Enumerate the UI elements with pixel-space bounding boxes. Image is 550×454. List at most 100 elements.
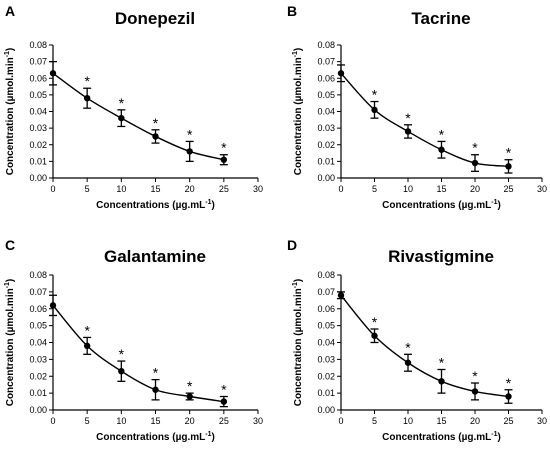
x-tick-label: 15 (150, 416, 160, 426)
significance-marker: * (405, 339, 411, 355)
y-tick-label: 0.07 (29, 287, 47, 297)
y-tick-label: 0.00 (29, 173, 47, 183)
y-tick-label: 0.06 (317, 73, 335, 83)
x-tick-label: 0 (338, 416, 343, 426)
significance-marker: * (472, 140, 478, 156)
significance-marker: * (187, 126, 193, 142)
significance-marker: * (439, 126, 445, 142)
x-tick-label: 30 (253, 184, 263, 194)
x-tick-label: 15 (436, 416, 446, 426)
x-tick-label: 0 (338, 184, 343, 194)
data-point (471, 159, 479, 167)
significance-marker: * (472, 368, 478, 384)
significance-marker: * (372, 314, 378, 330)
data-point (220, 398, 228, 405)
x-tick-label: 5 (372, 184, 377, 194)
x-tick-label: 0 (50, 184, 55, 194)
x-tick-label: 25 (219, 184, 229, 194)
significance-marker: * (187, 378, 193, 394)
panel-title: Donepezil (115, 9, 195, 28)
chart-panel-d: D Rivastigmine 0.00 0.01 0.02 0.03 0.04 0.05 0.0… (287, 237, 547, 443)
x-tick-label: 5 (85, 184, 90, 194)
chart-panel-a: A Donepezil 0.00 0.01 0.02 0.03 0.04 0.05 0.06 0.… (4, 3, 263, 211)
data-point (118, 114, 125, 122)
y-tick-label: 0.02 (317, 371, 335, 381)
y-tick-label: 0.08 (317, 40, 335, 50)
y-axis-label: Concentration (µmol.min-1) (292, 279, 304, 407)
x-tick-label: 10 (403, 416, 413, 426)
data-point (83, 342, 91, 350)
significance-marker: * (153, 115, 159, 131)
data-point (404, 128, 412, 135)
x-tick-label: 20 (185, 184, 195, 194)
panel-title: Galantamine (104, 247, 206, 266)
data-point (152, 386, 159, 393)
y-tick-label: 0.02 (29, 371, 47, 381)
series-line (52, 304, 224, 403)
y-tick-label: 0.01 (29, 156, 47, 166)
x-tick-label: 20 (185, 416, 195, 426)
y-tick-label: 0.06 (29, 73, 47, 83)
significance-marker: * (153, 365, 159, 381)
x-axis-label: Concentrations (µg.mL-1) (382, 199, 501, 211)
data-point (186, 148, 193, 155)
x-tick-label: 5 (85, 416, 90, 426)
y-tick-label: 0.05 (29, 321, 47, 331)
data-point (505, 393, 512, 400)
x-tick-label: 5 (372, 416, 377, 426)
y-tick-label: 0.08 (317, 270, 335, 280)
significance-marker: * (119, 346, 125, 362)
y-tick-label: 0.03 (29, 354, 47, 364)
y-tick-label: 0.00 (317, 405, 335, 415)
x-tick-label: 10 (116, 184, 126, 194)
y-tick-label: 0.06 (29, 304, 47, 314)
y-tick-label: 0.07 (317, 287, 335, 297)
y-tick-label: 0.07 (29, 57, 47, 67)
significance-marker: * (221, 382, 227, 398)
significance-marker: * (405, 110, 411, 126)
x-axis-label: Concentrations (µg.mL-1) (96, 199, 215, 211)
y-tick-label: 0.01 (317, 156, 335, 166)
data-point (505, 163, 512, 170)
panel-letter: D (287, 237, 297, 253)
panel-letter: A (5, 3, 15, 19)
x-tick-label: 25 (219, 416, 229, 426)
significance-marker: * (84, 73, 90, 89)
y-tick-label: 0.01 (317, 388, 335, 398)
data-point (371, 106, 378, 114)
x-axis-label: Concentrations (µg.mL-1) (96, 431, 215, 443)
panel-letter: C (5, 237, 15, 253)
y-tick-label: 0.03 (29, 123, 47, 133)
data-point (471, 388, 479, 395)
x-tick-label: 0 (50, 416, 55, 426)
data-point (220, 156, 228, 163)
data-point (337, 292, 345, 299)
y-tick-label: 0.00 (317, 173, 335, 183)
y-tick-label: 0.03 (317, 123, 335, 133)
y-tick-label: 0.02 (317, 140, 335, 150)
x-tick-label: 25 (503, 416, 513, 426)
y-tick-label: 0.04 (29, 107, 47, 117)
data-point (118, 367, 125, 375)
data-point (186, 393, 193, 400)
x-tick-label: 30 (537, 184, 547, 194)
data-point (337, 70, 345, 77)
x-tick-label: 30 (253, 416, 263, 426)
series-line (52, 72, 224, 161)
y-tick-label: 0.04 (317, 107, 335, 117)
significance-marker: * (221, 140, 227, 156)
y-tick-label: 0.08 (29, 40, 47, 50)
y-tick-label: 0.06 (317, 304, 335, 314)
y-axis-label: Concentration (µmol.min-1) (292, 48, 304, 176)
y-tick-label: 0.04 (29, 338, 47, 348)
x-tick-label: 30 (537, 416, 547, 426)
y-tick-label: 0.07 (317, 57, 335, 67)
y-tick-label: 0.00 (29, 405, 47, 415)
y-tick-label: 0.08 (29, 270, 47, 280)
data-point (438, 146, 445, 153)
y-tick-label: 0.03 (317, 354, 335, 364)
significance-marker: * (119, 95, 125, 111)
series-line (340, 72, 509, 168)
x-tick-label: 20 (470, 184, 480, 194)
x-axis-label: Concentrations (µg.mL-1) (382, 431, 501, 443)
